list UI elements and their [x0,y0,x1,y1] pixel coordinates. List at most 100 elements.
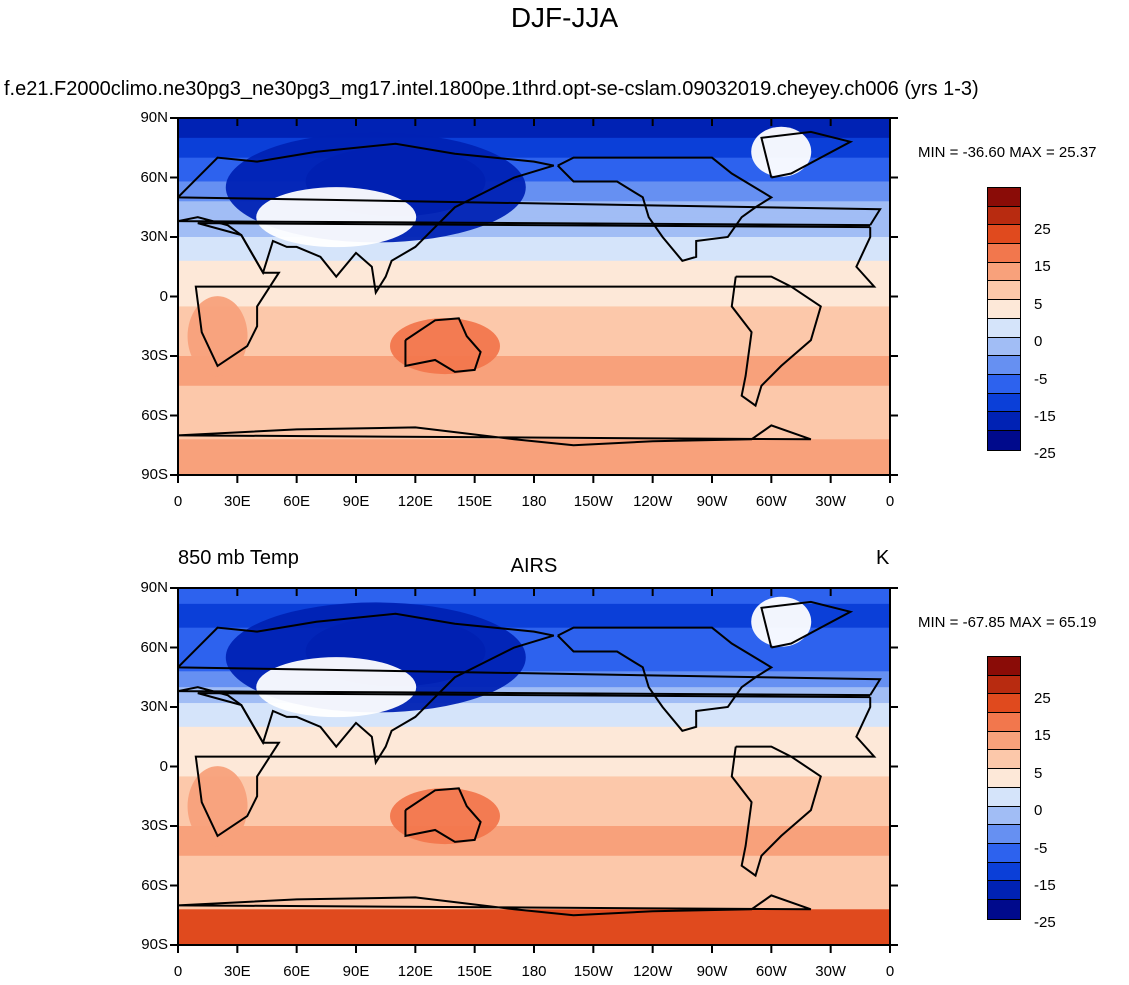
y-tick-label: 90N [140,109,168,126]
colorbar-label: 15 [1034,727,1051,745]
temp-band [178,260,890,282]
colorbar-label: -5 [1034,370,1048,388]
x-tick-label: 90E [342,493,370,510]
panel-center-title: f.e21.F2000climo.ne30pg3_ne30pg3_mg17.in… [4,78,979,100]
x-tick-label: 0 [885,963,895,980]
temp-band [178,356,890,387]
x-tick-label: 120E [397,963,433,980]
y-tick-label: 0 [159,287,168,305]
colorbar-swatch [988,356,1020,375]
coastline [404,787,482,843]
temp-anomaly [751,596,812,647]
colorbar-label: 25 [1034,690,1051,708]
colorbar-swatch [988,881,1020,900]
colorbar-swatch [988,430,1020,450]
y-tick-label: 60S [141,406,168,424]
colorbar-label: 5 [1034,295,1043,313]
colorbar-swatch [988,899,1020,919]
colorbar-swatch [988,393,1020,413]
coastline [178,424,812,447]
x-tick-label: 180 [521,493,547,510]
coastline [178,894,812,917]
colorbar-label: -15 [1034,877,1056,895]
colorbar-label: 0 [1034,802,1043,820]
panel-units: K [876,547,890,569]
temp-band [178,802,890,827]
x-tick-label: 90E [342,963,370,980]
colorbar-swatch [988,374,1020,394]
colorbar-label: -5 [1034,839,1048,857]
colorbar-swatch [988,862,1020,882]
panel-center-title: AIRS [510,555,558,577]
x-tick-label: 90W [696,493,728,510]
colorbar-swatch [988,750,1020,770]
x-tick-label: 120E [397,493,433,510]
map-frame [170,587,898,953]
colorbar-label: 25 [1034,221,1051,239]
coastline [730,275,822,408]
x-tick-label: 60E [283,493,311,510]
colorbar-swatch [988,281,1020,301]
x-tick-label: 60E [283,963,311,980]
temp-band [178,306,890,333]
colorbar-label: -15 [1034,408,1056,426]
temp-band [178,385,890,407]
x-tick-label: 60W [755,493,787,510]
colorbar-swatch [988,300,1020,319]
temp-band [178,826,890,857]
y-tick-label: 30S [141,347,168,364]
coastline [404,317,482,373]
colorbar-label: 5 [1034,764,1043,782]
y-tick-label: 30N [140,228,168,245]
x-tick-label: 150E [457,963,493,980]
colorbar-label: -25 [1034,445,1056,463]
coastline [178,612,882,766]
temp-band [178,855,890,877]
coastline [557,626,774,732]
temperature-map [178,588,890,945]
temp-band [178,750,890,778]
temp-band [178,909,890,945]
x-tick-label: 180 [521,963,547,980]
colorbar-swatch [988,262,1020,282]
y-tick-label: 60N [140,168,168,186]
colorbar-swatch [988,318,1020,338]
coastline [760,600,854,649]
colorbar-swatch [988,713,1020,732]
x-tick-label: 30E [223,963,251,980]
y-tick-label: 0 [159,757,168,775]
x-tick-label: 60W [755,963,787,980]
colorbar-swatch [988,825,1020,844]
y-tick-label: 30S [141,817,168,834]
x-tick-label: 0 [885,493,895,510]
colorbar-label: -25 [1034,914,1056,932]
x-tick-label: 0 [173,493,183,510]
colorbar-label: 15 [1034,258,1051,276]
colorbar-swatch [988,806,1020,826]
x-tick-label: 30E [223,493,251,510]
x-tick-label: 0 [173,963,183,980]
y-tick-label: 90S [141,936,168,953]
x-tick-label: 30W [815,493,847,510]
colorbar-swatch [988,244,1020,263]
temperature-map [178,118,890,475]
colorbar-swatch [988,657,1020,676]
y-tick-label: 90S [141,466,168,483]
colorbar-swatch [988,769,1020,788]
coastline [760,130,854,179]
colorbar-swatch [988,225,1020,245]
x-tick-label: 120W [633,493,673,510]
colorbar-swatch [988,694,1020,714]
x-tick-label: 150W [573,963,613,980]
colorbar-swatch [988,731,1020,751]
y-tick-label: 60N [140,638,168,656]
y-tick-label: 60S [141,876,168,894]
coastline [730,745,822,878]
temp-band [178,875,890,897]
figure-title: DJF-JJA [510,2,619,33]
temp-band [178,332,890,357]
temp-band [178,280,890,308]
coastline [557,156,774,262]
temp-anomaly [751,126,812,177]
min-max-stat: MIN = -36.60 MAX = 25.37 [918,144,1097,161]
